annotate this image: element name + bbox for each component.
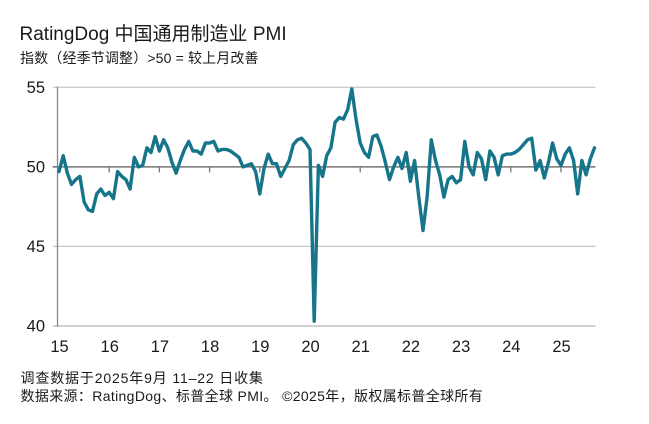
svg-text:15: 15 [50,338,68,356]
svg-text:17: 17 [151,338,169,356]
svg-text:45: 45 [27,238,45,256]
svg-text:40: 40 [27,318,45,336]
svg-text:24: 24 [502,338,520,356]
svg-text:50: 50 [27,159,45,177]
svg-text:16: 16 [101,338,119,356]
svg-text:19: 19 [251,338,269,356]
svg-text:21: 21 [352,338,370,356]
svg-text:18: 18 [201,338,219,356]
svg-text:55: 55 [27,79,45,97]
svg-text:22: 22 [402,338,420,356]
svg-text:25: 25 [552,338,570,356]
svg-text:23: 23 [452,338,470,356]
svg-text:20: 20 [301,338,319,356]
